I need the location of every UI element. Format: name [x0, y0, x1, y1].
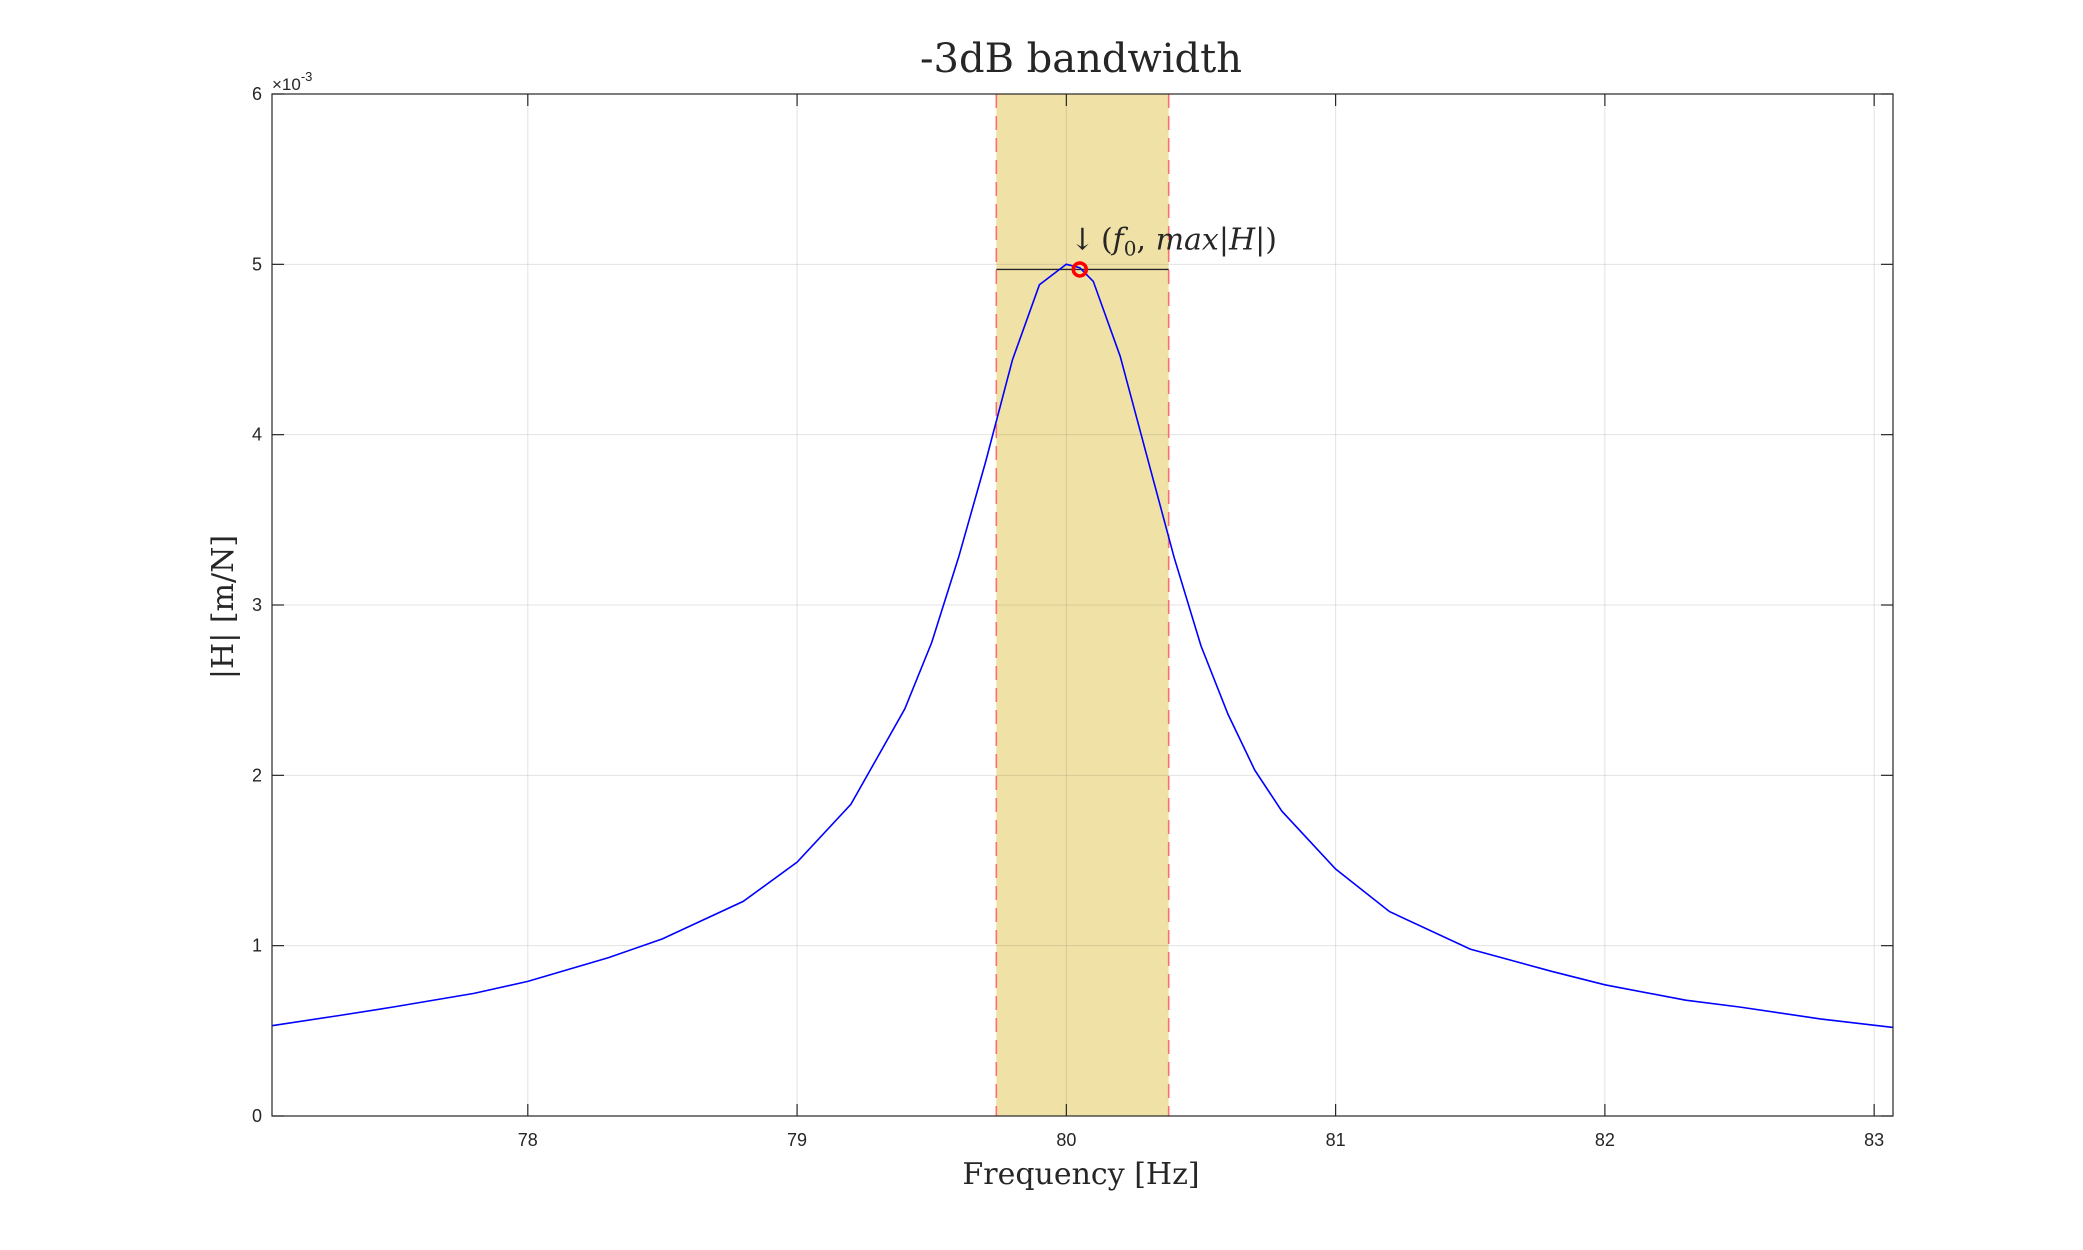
- y-tick-label: 0: [252, 1106, 262, 1126]
- y-tick-label: 3: [252, 595, 262, 615]
- frequency-response-curve: [271, 263, 1894, 1029]
- y-tick-label: 1: [252, 936, 262, 956]
- y-tick-labels: 0 1 2 3 4 5 6: [252, 84, 262, 1126]
- y-tick-label: 5: [252, 254, 262, 274]
- x-tick-label: 78: [518, 1130, 538, 1150]
- axis-ticks: [272, 93, 1893, 1117]
- x-tick-label: 79: [787, 1130, 807, 1150]
- y-axis-label: |H| [m/N]: [206, 535, 241, 679]
- y-tick-label: 2: [252, 765, 262, 785]
- y-exponent-label: ×10-3: [272, 69, 312, 94]
- x-tick-labels: 78 79 80 81 82 83: [518, 1130, 1884, 1150]
- y-tick-label: 6: [252, 84, 262, 104]
- chart-title: -3dB bandwidth: [920, 36, 1242, 82]
- x-tick-label: 83: [1864, 1130, 1884, 1150]
- peak-annotation: ↓ (f0, max|H|): [1070, 222, 1277, 260]
- y-tick-label: 4: [252, 425, 262, 445]
- peak-marker: [1071, 261, 1089, 278]
- x-axis-label: Frequency [Hz]: [962, 1157, 1199, 1192]
- x-tick-label: 80: [1056, 1130, 1076, 1150]
- x-tick-label: 81: [1326, 1130, 1346, 1150]
- x-tick-label: 82: [1595, 1130, 1615, 1150]
